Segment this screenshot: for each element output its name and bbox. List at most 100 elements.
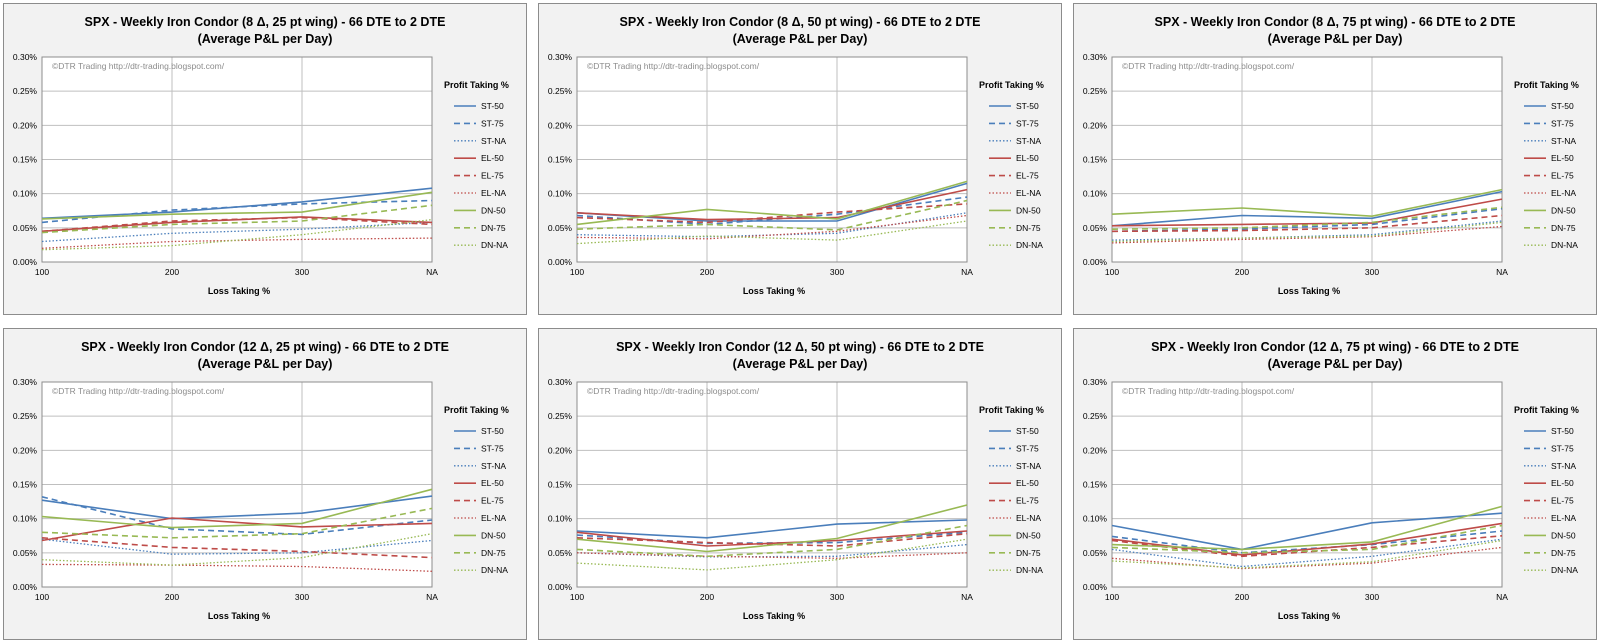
series-line-dn-75 xyxy=(41,507,433,539)
legend-label: ST-50 xyxy=(1016,426,1039,436)
x-tick-label: NA xyxy=(961,592,973,602)
legend-label: EL-NA xyxy=(481,188,506,198)
legend-label: ST-50 xyxy=(1551,101,1574,111)
legend-label: EL-NA xyxy=(1016,188,1041,198)
x-tick-label: 200 xyxy=(1235,592,1249,602)
chart-panel: SPX - Weekly Iron Condor (8 Δ, 50 pt win… xyxy=(538,3,1062,315)
y-tick-label: 0.25% xyxy=(1083,411,1108,421)
series-line-el-50 xyxy=(576,530,968,547)
x-axis-label: Loss Taking % xyxy=(1277,611,1341,621)
y-tick-label: 0.20% xyxy=(13,445,38,455)
x-tick-label: 300 xyxy=(1365,267,1379,277)
series-line-dn-50 xyxy=(1111,188,1503,218)
chart-svg: 0.00% 0.05% 0.10% 0.15% 0.20% 0.25% 0.30% 100 20… xyxy=(13,52,508,277)
legend-label: ST-NA xyxy=(1551,461,1576,471)
legend-label: DN-75 xyxy=(1551,223,1576,233)
y-tick-label: 0.30% xyxy=(548,377,573,387)
plot-border xyxy=(1111,56,1503,263)
y-tick-label: 0.20% xyxy=(548,445,573,455)
legend-label: DN-75 xyxy=(481,223,506,233)
legend-label: ST-50 xyxy=(1016,101,1039,111)
x-tick-label: 100 xyxy=(1105,267,1119,277)
x-tick-label: 100 xyxy=(35,592,49,602)
x-tick-label: 300 xyxy=(830,592,844,602)
chart-panel: SPX - Weekly Iron Condor (8 Δ, 75 pt win… xyxy=(1073,3,1597,315)
y-tick-label: 0.20% xyxy=(1083,120,1108,130)
legend-title: Profit Taking % xyxy=(444,80,509,90)
x-axis-label: Loss Taking % xyxy=(742,286,806,296)
legend-label: DN-NA xyxy=(1551,565,1578,575)
series-line-dn-75 xyxy=(41,204,433,234)
chart-svg: 0.00% 0.05% 0.10% 0.15% 0.20% 0.25% 0.30% 100 20… xyxy=(13,377,508,602)
legend-label: ST-NA xyxy=(481,136,506,146)
x-tick-label: 300 xyxy=(295,592,309,602)
chart-panel: SPX - Weekly Iron Condor (12 Δ, 75 pt wi… xyxy=(1073,328,1597,640)
x-tick-label: NA xyxy=(426,592,438,602)
y-tick-label: 0.05% xyxy=(1083,223,1108,233)
series-line-dn-75 xyxy=(576,524,968,558)
y-tick-label: 0.00% xyxy=(1083,257,1108,267)
chart-title: SPX - Weekly Iron Condor (8 Δ, 25 pt win… xyxy=(84,15,446,29)
series-line-el-75 xyxy=(41,537,433,559)
series-line-dn-50 xyxy=(1111,505,1503,551)
y-tick-label: 0.30% xyxy=(13,377,38,387)
legend-label: EL-50 xyxy=(1551,153,1574,163)
legend-label: DN-NA xyxy=(481,565,508,575)
legend-title: Profit Taking % xyxy=(1514,405,1579,415)
x-tick-label: NA xyxy=(961,267,973,277)
series-line-dn-75 xyxy=(576,199,968,231)
watermark-text: ©DTR Trading http://dtr-trading.blogspot… xyxy=(52,386,225,396)
legend-title: Profit Taking % xyxy=(1514,80,1579,90)
chart-title: SPX - Weekly Iron Condor (12 Δ, 75 pt wi… xyxy=(1151,340,1519,354)
legend-label: ST-NA xyxy=(1016,136,1041,146)
plot-border xyxy=(1111,381,1503,588)
watermark-text: ©DTR Trading http://dtr-trading.blogspot… xyxy=(587,61,760,71)
series-line-st-na xyxy=(41,538,433,555)
legend-label: ST-75 xyxy=(481,443,504,453)
legend-title: Profit Taking % xyxy=(979,405,1044,415)
x-tick-label: 100 xyxy=(1105,592,1119,602)
x-tick-label: 200 xyxy=(700,592,714,602)
chart-svg: 0.00% 0.05% 0.10% 0.15% 0.20% 0.25% 0.30% 100 20… xyxy=(548,52,1043,277)
legend-label: DN-NA xyxy=(481,240,508,250)
chart-subtitle: (Average P&L per Day) xyxy=(1267,32,1403,46)
y-tick-label: 0.05% xyxy=(548,223,573,233)
x-tick-label: 100 xyxy=(35,267,49,277)
series-line-st-50 xyxy=(41,495,433,520)
y-tick-label: 0.15% xyxy=(13,155,38,165)
y-tick-label: 0.10% xyxy=(1083,514,1108,524)
y-tick-label: 0.25% xyxy=(548,86,573,96)
series-line-dn-75 xyxy=(1111,524,1503,554)
chart-title: SPX - Weekly Iron Condor (8 Δ, 50 pt win… xyxy=(619,15,981,29)
chart-title-block: SPX - Weekly Iron Condor (8 Δ, 25 pt win… xyxy=(4,14,526,48)
y-tick-label: 0.20% xyxy=(548,120,573,130)
chart-title-block: SPX - Weekly Iron Condor (12 Δ, 50 pt wi… xyxy=(539,339,1061,373)
y-tick-label: 0.25% xyxy=(13,411,38,421)
chart-title-block: SPX - Weekly Iron Condor (12 Δ, 75 pt wi… xyxy=(1074,339,1596,373)
legend-label: EL-75 xyxy=(1551,496,1574,506)
y-tick-label: 0.10% xyxy=(548,189,573,199)
x-axis-label: Loss Taking % xyxy=(207,286,271,296)
series-line-dn-na xyxy=(576,538,968,571)
series-line-dn-na xyxy=(1111,539,1503,569)
y-tick-label: 0.05% xyxy=(13,548,38,558)
y-tick-label: 0.00% xyxy=(548,582,573,592)
y-tick-label: 0.20% xyxy=(1083,445,1108,455)
series-line-st-50 xyxy=(1111,512,1503,551)
x-tick-label: 200 xyxy=(700,267,714,277)
chart-subtitle: (Average P&L per Day) xyxy=(1267,357,1403,371)
y-tick-label: 0.00% xyxy=(13,582,38,592)
y-tick-label: 0.15% xyxy=(13,480,38,490)
legend-label: DN-NA xyxy=(1551,240,1578,250)
series-line-el-75 xyxy=(576,203,968,224)
legend-label: EL-50 xyxy=(481,153,504,163)
y-tick-label: 0.25% xyxy=(548,411,573,421)
y-tick-label: 0.30% xyxy=(548,52,573,62)
chart-title-block: SPX - Weekly Iron Condor (8 Δ, 50 pt win… xyxy=(539,14,1061,48)
legend-label: EL-75 xyxy=(481,171,504,181)
legend-label: DN-NA xyxy=(1016,565,1043,575)
plot-border xyxy=(41,56,433,263)
chart-title: SPX - Weekly Iron Condor (12 Δ, 50 pt wi… xyxy=(616,340,984,354)
legend-label: EL-NA xyxy=(481,513,506,523)
x-tick-label: 200 xyxy=(165,267,179,277)
